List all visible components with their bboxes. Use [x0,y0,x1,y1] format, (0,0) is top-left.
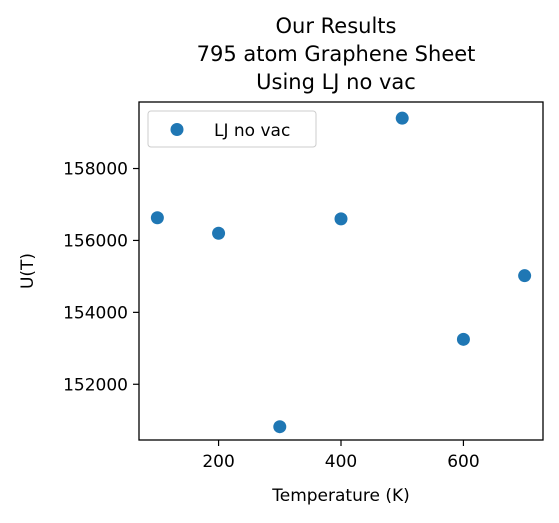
y-tick-label: 154000 [63,303,128,323]
y-tick-label: 152000 [63,375,128,395]
chart-title-line-2: 795 atom Graphene Sheet [197,42,476,66]
chart-title-line-1: Our Results [276,14,397,38]
x-tick-label: 200 [202,452,234,472]
chart-title: Our Results 795 atom Graphene Sheet Usin… [197,14,476,94]
data-point [150,211,164,225]
legend-box [147,110,317,148]
legend: LJ no vac [147,110,317,148]
data-point [334,212,348,226]
x-tick-label: 600 [447,452,479,472]
data-point [395,111,409,125]
data-point [456,332,470,346]
y-tick-label: 156000 [63,231,128,251]
y-axis-ticks: 152000 154000 156000 158000 [63,160,139,395]
legend-marker [170,123,184,136]
x-axis-label: Temperature (K) [271,486,410,506]
data-point [518,269,532,283]
y-tick-label: 158000 [63,160,128,180]
data-point [212,226,226,240]
data-points [150,111,532,434]
chart-title-line-3: Using LJ no vac [256,70,416,94]
x-tick-label: 400 [325,452,357,472]
x-axis-ticks: 200 400 600 [202,440,480,472]
legend-label: LJ no vac [214,121,290,141]
data-point [273,420,287,434]
y-axis-label: U(T) [18,253,38,289]
